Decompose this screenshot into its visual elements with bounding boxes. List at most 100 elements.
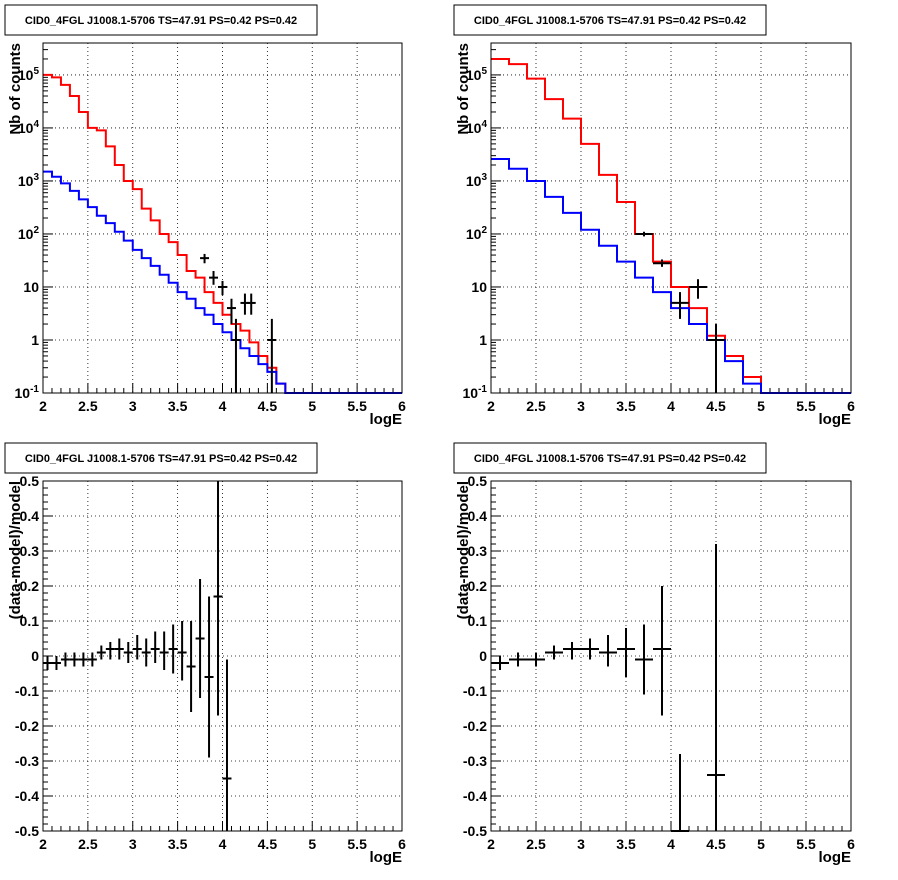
x-tick-label: 5.5 (796, 836, 816, 852)
data-point (231, 318, 241, 393)
y-axis-label: Nb of counts (7, 43, 24, 135)
panel-4: CID0_4FGL J1008.1-5706 TS=47.91 PS=0.42 … (453, 442, 855, 866)
svg-text:4.5: 4.5 (258, 836, 278, 852)
grid (491, 481, 851, 831)
plot-area (43, 481, 402, 831)
y-axis-label: (data-model)/model (7, 481, 24, 619)
svg-text:0.3: 0.3 (468, 543, 488, 559)
x-axis-label: logE (370, 411, 403, 428)
svg-text:3.5: 3.5 (616, 836, 636, 852)
y-tick-label: 0.5 (20, 473, 40, 489)
data-point (150, 631, 160, 663)
y-tick-label: -0.1 (463, 683, 487, 699)
panel-title: CID0_4FGL J1008.1-5706 TS=47.91 PS=0.42 … (25, 453, 297, 465)
svg-text:105: 105 (18, 66, 40, 83)
svg-text:2.5: 2.5 (526, 836, 546, 852)
svg-text:4: 4 (219, 398, 227, 414)
data-point (209, 271, 219, 285)
data-point (563, 642, 581, 660)
svg-text:3: 3 (577, 398, 585, 414)
x-tick-label: 2 (39, 836, 47, 852)
svg-text:102: 102 (18, 225, 40, 242)
x-tick-label: 4.5 (706, 836, 726, 852)
svg-text:0.3: 0.3 (20, 543, 40, 559)
y-tick-label: 10 (471, 279, 487, 295)
series-2-line (491, 157, 851, 394)
y-tick-label: 1 (479, 332, 487, 348)
y-tick-label: 0.2 (468, 578, 488, 594)
title-box (453, 4, 767, 36)
svg-text:2: 2 (39, 836, 47, 852)
x-tick-label: 5 (308, 836, 316, 852)
data-point (195, 579, 205, 698)
x-tick-label: 5 (308, 398, 316, 414)
series-3-points (635, 231, 725, 393)
y-tick-label: -0.4 (15, 788, 39, 804)
svg-text:104: 104 (18, 119, 40, 136)
title-box (453, 442, 767, 474)
svg-text:0.2: 0.2 (20, 578, 40, 594)
y-tick-label: 105 (466, 66, 488, 83)
data-point (60, 652, 70, 667)
svg-text:10-1: 10-1 (463, 384, 488, 401)
x-tick-label: 2.5 (78, 398, 98, 414)
y-tick-label: -0.2 (15, 718, 39, 734)
x-tick-label: 3 (577, 398, 585, 414)
data-point (177, 621, 187, 681)
svg-text:0.1: 0.1 (20, 613, 40, 629)
data-point (87, 652, 97, 667)
y-tick-label: 0.1 (468, 613, 488, 629)
y-tick-label: 10-1 (463, 384, 488, 401)
x-tick-label: 5 (757, 836, 765, 852)
y-tick-label: 0 (479, 648, 487, 664)
x-tick-label: 4 (219, 398, 227, 414)
panel-2: CID0_4FGL J1008.1-5706 TS=47.91 PS=0.42 … (453, 4, 855, 428)
y-tick-label: -0.4 (463, 788, 487, 804)
data-point (204, 596, 214, 758)
svg-text:1: 1 (31, 332, 39, 348)
svg-text:3: 3 (577, 836, 585, 852)
x-tick-label: 4 (667, 398, 675, 414)
svg-text:6: 6 (398, 398, 406, 414)
x-tick-label: 5.5 (796, 398, 816, 414)
svg-text:4.5: 4.5 (706, 398, 726, 414)
data-point (689, 279, 707, 299)
y-tick-label: 0.3 (20, 543, 40, 559)
y-tick-label: 0.4 (468, 508, 488, 524)
title-box (4, 442, 318, 474)
series-3-points (200, 253, 277, 393)
svg-text:3.5: 3.5 (616, 398, 636, 414)
y-tick-label: 0.1 (20, 613, 40, 629)
y-tick-label: 102 (18, 225, 40, 242)
svg-text:4: 4 (219, 836, 227, 852)
data-point (114, 638, 124, 660)
data-point (707, 544, 725, 831)
svg-text:-0.3: -0.3 (463, 753, 487, 769)
data-point (132, 635, 142, 660)
plot-frame (42, 42, 403, 394)
data-point (200, 253, 210, 264)
x-tick-label: 4 (667, 836, 675, 852)
y-tick-label: -0.5 (463, 823, 487, 839)
data-point (226, 298, 236, 325)
data-point (509, 652, 527, 667)
svg-text:-0.5: -0.5 (15, 823, 39, 839)
svg-text:2.5: 2.5 (78, 836, 98, 852)
data-point (96, 645, 106, 660)
x-tick-label: 2.5 (526, 398, 546, 414)
svg-text:4: 4 (667, 398, 675, 414)
y-tick-label: 10 (23, 279, 39, 295)
grid (491, 43, 851, 393)
y-tick-label: 104 (466, 119, 488, 136)
data-point (218, 280, 227, 296)
data-point (527, 652, 545, 667)
x-tick-label: 4.5 (258, 836, 278, 852)
plot-area (491, 43, 851, 393)
svg-text:-0.3: -0.3 (15, 753, 39, 769)
x-tick-label: 4.5 (706, 398, 726, 414)
data-point (141, 638, 151, 667)
svg-text:103: 103 (466, 172, 488, 189)
data-point (186, 621, 196, 712)
svg-text:4: 4 (667, 836, 675, 852)
